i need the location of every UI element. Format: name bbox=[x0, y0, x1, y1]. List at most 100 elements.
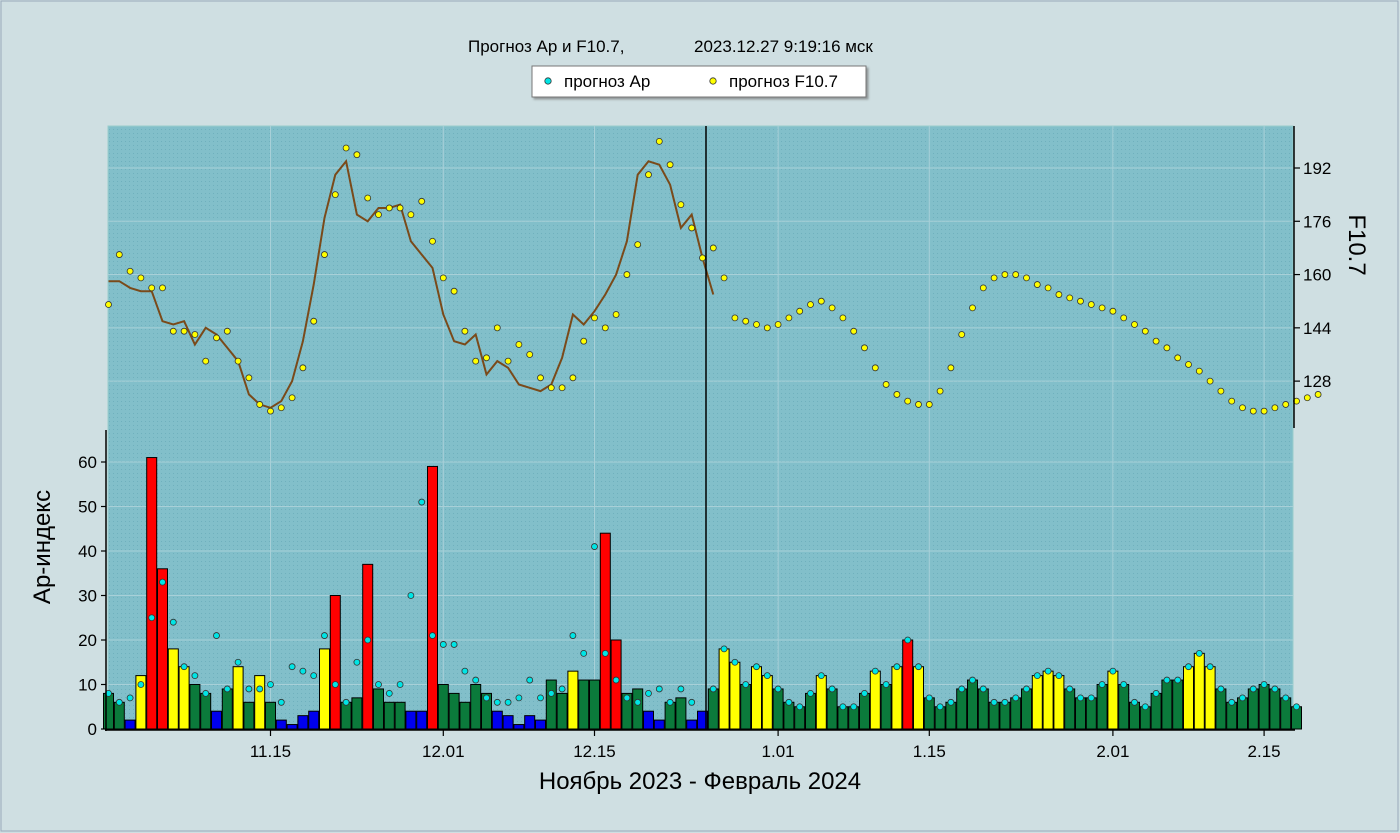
ap-bar-observed bbox=[329, 595, 341, 730]
f107-forecast-point bbox=[807, 301, 814, 308]
x-tick-label: 2.15 bbox=[1248, 742, 1281, 761]
ap-forecast-point bbox=[256, 685, 264, 693]
ap-forecast-point bbox=[753, 663, 760, 671]
ap-forecast-point bbox=[439, 641, 447, 648]
ap-bar-observed bbox=[254, 675, 266, 730]
f107-axis-title: F10.7 bbox=[1343, 214, 1370, 275]
ap-bar-forecast bbox=[977, 688, 989, 730]
ap-bar-forecast bbox=[923, 697, 935, 730]
ap-bar-observed bbox=[308, 710, 320, 730]
ap-forecast-point bbox=[331, 681, 339, 688]
ap-forecast-point bbox=[1141, 703, 1149, 711]
ap-bar-forecast bbox=[880, 684, 892, 730]
f107-forecast-point bbox=[709, 244, 717, 252]
legend-ap-label: прогноз Ap bbox=[564, 72, 650, 91]
ap-bar-forecast bbox=[1258, 684, 1270, 730]
f107-forecast-point bbox=[958, 331, 966, 338]
f107-forecast-point bbox=[385, 204, 393, 212]
f107-forecast-point bbox=[342, 144, 350, 152]
f107-forecast-point bbox=[1141, 327, 1149, 335]
ap-bar-observed bbox=[491, 710, 503, 730]
ap-forecast-point bbox=[223, 685, 231, 693]
ap-bar-forecast bbox=[783, 701, 795, 730]
f107-forecast-point bbox=[429, 237, 436, 245]
ap-bar-forecast bbox=[1042, 670, 1054, 730]
ap-forecast-point bbox=[1195, 649, 1203, 657]
ap-forecast-point bbox=[774, 685, 782, 693]
x-tick-label: 12.15 bbox=[573, 742, 616, 761]
f107-forecast-point bbox=[245, 374, 253, 382]
ap-bar-observed bbox=[243, 701, 255, 730]
ap-bar-forecast bbox=[1075, 697, 1086, 730]
f107-forecast-point bbox=[310, 317, 318, 325]
ap-bar-forecast bbox=[859, 692, 870, 730]
f107-forecast-point bbox=[277, 404, 285, 412]
ap-forecast-point bbox=[137, 681, 145, 688]
ap-forecast-point bbox=[547, 690, 555, 697]
ap-bar-forecast bbox=[1204, 666, 1216, 730]
f107-forecast-point bbox=[1077, 297, 1084, 305]
ap-forecast-point bbox=[1087, 694, 1095, 702]
ap-forecast-point bbox=[839, 703, 847, 711]
ap-tick-label: 0 bbox=[88, 720, 97, 739]
ap-forecast-point bbox=[904, 636, 912, 644]
ap-bar-observed bbox=[103, 692, 114, 730]
ap-tick-label: 20 bbox=[78, 631, 97, 650]
ap-bar-forecast bbox=[751, 666, 762, 730]
ap-bar-forecast bbox=[772, 688, 784, 730]
ap-bar-observed bbox=[405, 710, 417, 730]
ap-bar-forecast bbox=[1064, 688, 1076, 730]
f107-tick-label: 176 bbox=[1303, 212, 1331, 231]
ap-bar-observed bbox=[265, 701, 276, 730]
x-tick-label: 1.01 bbox=[762, 742, 795, 761]
f107-forecast-point bbox=[925, 401, 933, 408]
ap-bar-forecast bbox=[1193, 652, 1205, 730]
f107-forecast-point bbox=[1023, 274, 1030, 282]
ap-tick-label: 40 bbox=[78, 542, 97, 561]
f107-forecast-point bbox=[893, 391, 901, 398]
ap-bar-observed bbox=[524, 715, 536, 730]
f107-forecast-point bbox=[450, 287, 458, 295]
ap-forecast-point bbox=[591, 543, 598, 550]
ap-bar-observed bbox=[178, 666, 190, 730]
f107-forecast-point bbox=[1228, 397, 1236, 405]
ap-forecast-point bbox=[796, 703, 804, 711]
f107-forecast-point bbox=[1249, 407, 1257, 415]
ap-forecast-point bbox=[1185, 663, 1192, 671]
ap-forecast-point bbox=[785, 698, 793, 706]
f107-forecast-point bbox=[288, 394, 296, 402]
f107-forecast-point bbox=[612, 311, 620, 318]
f107-forecast-point bbox=[742, 317, 750, 325]
ap-forecast-point bbox=[1152, 690, 1160, 697]
ap-forecast-point bbox=[159, 578, 166, 586]
f107-forecast-point bbox=[861, 344, 868, 352]
f107-forecast-point bbox=[947, 364, 955, 372]
ap-forecast-point bbox=[634, 698, 642, 706]
ap-bar-observed bbox=[124, 719, 136, 730]
ap-bar-observed bbox=[675, 697, 687, 730]
f107-tick-label: 192 bbox=[1303, 159, 1331, 178]
ap-forecast-point bbox=[861, 690, 868, 697]
f107-forecast-point bbox=[785, 314, 793, 322]
f107-forecast-point bbox=[483, 354, 490, 362]
f107-forecast-point bbox=[515, 341, 523, 348]
ap-bar-observed bbox=[437, 684, 449, 730]
ap-bar-observed bbox=[448, 692, 460, 730]
f107-forecast-point bbox=[904, 397, 912, 405]
ap-bar-observed bbox=[373, 688, 384, 730]
ap-forecast-point bbox=[731, 658, 739, 666]
chart-title: Прогноз Ap и F10.7, bbox=[468, 37, 624, 56]
f107-forecast-point bbox=[817, 297, 825, 305]
ap-tick-label: 10 bbox=[78, 676, 97, 695]
x-tick-label: 2.01 bbox=[1096, 742, 1129, 761]
ap-bar-observed bbox=[146, 457, 158, 730]
f107-tick-label: 160 bbox=[1303, 266, 1331, 285]
ap-forecast-point bbox=[461, 667, 469, 675]
ap-bar-forecast bbox=[988, 701, 1000, 730]
ap-bar-observed bbox=[481, 692, 492, 730]
f107-forecast-point bbox=[418, 197, 426, 205]
ap-forecast-point bbox=[666, 698, 674, 706]
f107-forecast-point bbox=[936, 387, 944, 395]
ap-forecast-point bbox=[893, 663, 901, 671]
